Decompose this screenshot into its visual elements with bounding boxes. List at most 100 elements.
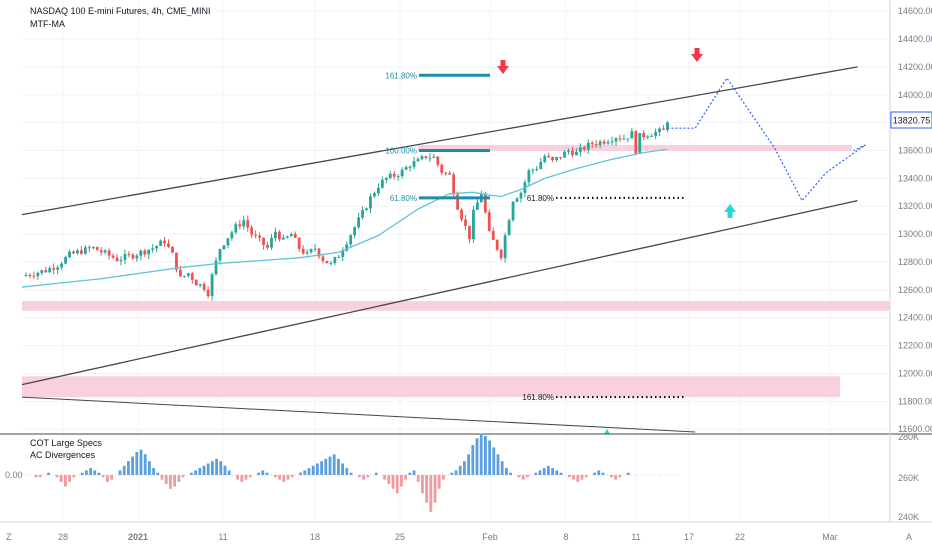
candle-body: [99, 250, 103, 253]
candle-body: [293, 233, 297, 238]
hist-bar: [421, 475, 424, 494]
candle-body: [614, 138, 618, 142]
candle-body: [44, 270, 48, 273]
candle-body: [289, 233, 293, 237]
candle-body: [476, 202, 479, 210]
candle-body: [456, 194, 459, 210]
candle-body: [507, 220, 511, 236]
candle-body: [483, 193, 487, 213]
hist-bar: [261, 470, 265, 475]
candle-body: [171, 246, 174, 253]
candle-body: [384, 177, 388, 180]
lower-tick-label: 280K: [898, 432, 919, 442]
candle-body: [551, 156, 555, 161]
price-tick-label: 12600.00: [898, 285, 932, 295]
candle-body: [626, 138, 630, 140]
candle-body: [127, 254, 131, 256]
hist-bar: [240, 475, 244, 482]
hist-bar: [509, 472, 512, 475]
candle-body: [60, 263, 63, 268]
candle-body: [369, 196, 372, 209]
candle-body: [214, 260, 218, 275]
time-tick-label: Mar: [822, 532, 838, 542]
hist-bar: [164, 475, 168, 485]
hist-bar: [555, 470, 559, 475]
candle-body: [119, 259, 123, 262]
candle-body: [107, 250, 111, 256]
zone-band: [22, 376, 840, 398]
hist-bar: [93, 470, 97, 475]
lower-price-axis[interactable]: 280K 260K 240K: [898, 432, 919, 522]
auto-scale-icon[interactable]: A: [906, 532, 912, 542]
candle-body: [642, 133, 646, 138]
hist-bar: [391, 475, 395, 489]
candle-body: [349, 235, 353, 245]
candle-body: [103, 250, 107, 253]
candle-body: [436, 156, 440, 165]
hist-bar: [597, 470, 601, 475]
candle-body: [186, 273, 190, 276]
candle-body: [254, 234, 258, 236]
up-arrow-icon: [724, 204, 736, 218]
candle-body: [539, 161, 543, 169]
hist-bar: [454, 470, 458, 475]
candle-body: [575, 151, 578, 156]
price-tick-label: 12000.00: [898, 368, 932, 378]
hist-bar: [110, 475, 113, 480]
hist-bar: [307, 468, 311, 475]
hist-bar: [101, 475, 105, 478]
hist-bar: [429, 475, 433, 512]
hist-bar: [215, 458, 218, 475]
hist-bar: [274, 475, 277, 478]
hist-bar: [542, 468, 546, 475]
fib-label: 61.80%: [527, 194, 554, 203]
hist-bar: [299, 472, 302, 475]
hist-bar: [526, 475, 529, 478]
candle-body: [242, 220, 246, 227]
hist-bar: [341, 463, 344, 475]
hist-bar: [534, 472, 538, 475]
candle-body: [24, 275, 28, 277]
candle-body: [337, 256, 341, 258]
time-tick-label: 17: [684, 532, 694, 542]
price-tick-label: 13000.00: [898, 229, 932, 239]
price-tick-label: 11800.00: [898, 396, 932, 406]
candle-body: [404, 167, 408, 170]
hist-bar: [358, 475, 361, 478]
hist-bar: [463, 461, 466, 475]
hist-bar: [345, 468, 349, 475]
candle-body: [377, 187, 380, 194]
candle-body: [638, 133, 642, 154]
candle-body: [297, 237, 301, 249]
timezone-icon[interactable]: Z: [6, 532, 12, 542]
candle-body: [159, 240, 162, 246]
time-tick-label: 22: [735, 532, 745, 542]
hist-bar: [475, 438, 479, 475]
hist-bar: [572, 475, 575, 480]
hist-bar: [593, 472, 596, 475]
declining-line: [21, 396, 696, 433]
candle-body: [519, 192, 523, 199]
hist-bar: [257, 472, 260, 475]
hist-bar: [576, 475, 580, 482]
candle-body: [222, 245, 226, 250]
time-axis[interactable]: 28 2021 11 18 25 Feb 8 11 17 22 Mar: [58, 532, 838, 542]
candle-body: [301, 248, 305, 254]
hist-bar: [538, 470, 542, 475]
hist-bar: [500, 461, 504, 475]
candle-body: [202, 284, 206, 290]
candle-body: [357, 217, 360, 228]
candle-body: [440, 164, 444, 173]
time-tick-label: 18: [310, 532, 320, 542]
hist-bar: [198, 468, 202, 475]
candle-body: [610, 141, 614, 143]
candle-body: [618, 138, 622, 140]
hist-bar: [194, 470, 197, 475]
hist-bar: [400, 475, 403, 487]
candle-body: [68, 251, 71, 258]
price-tick-label: 13200.00: [898, 201, 932, 211]
hist-bar: [467, 454, 470, 475]
candle-body: [373, 193, 376, 197]
candle-body: [48, 268, 52, 273]
